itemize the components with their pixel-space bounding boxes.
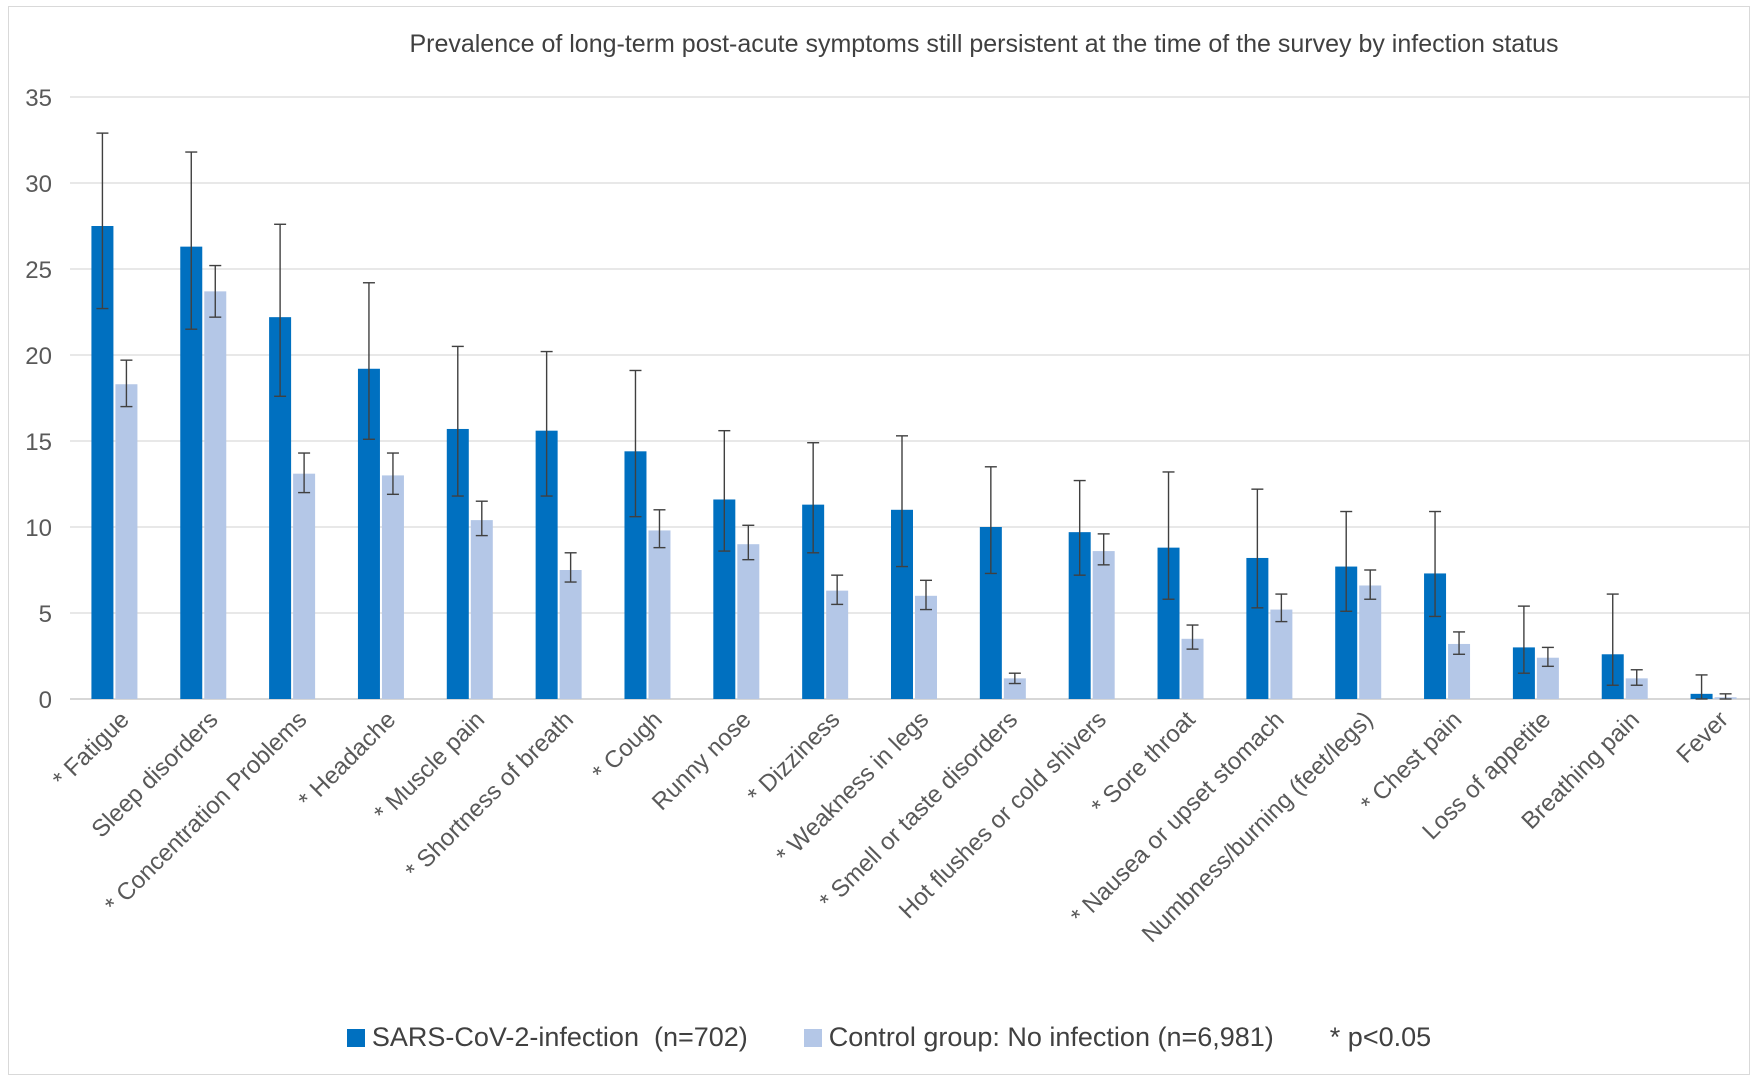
bar-control	[737, 544, 760, 699]
legend: SARS-CoV-2-infection (n=702) Control gro…	[0, 1022, 1758, 1053]
bar-control	[915, 595, 937, 699]
error-bar-sars	[274, 223, 287, 397]
error-bar-sars	[362, 282, 375, 440]
y-tick-label: 35	[25, 85, 52, 112]
error-bar-control	[653, 509, 666, 549]
error-bar-control	[120, 359, 133, 408]
legend-swatch-sars	[346, 1028, 365, 1047]
bar-sars	[624, 451, 647, 699]
bar-sars	[180, 246, 203, 699]
x-tick-label: * Shortness of breath	[400, 706, 579, 885]
bar-sars	[357, 368, 380, 699]
error-bars	[96, 132, 1732, 700]
error-bar-sars	[718, 429, 731, 552]
error-bar-control	[920, 579, 932, 611]
error-bar-sars	[807, 442, 820, 554]
y-tick-label: 10	[25, 515, 52, 542]
bar-sars	[713, 499, 736, 699]
bar-control	[559, 570, 582, 699]
error-bar-control	[564, 552, 577, 583]
y-tick-label: 30	[25, 171, 52, 198]
error-bar-sars	[1162, 471, 1175, 600]
error-bar-control	[1453, 631, 1466, 655]
legend-footnote-text: * p<0.05	[1329, 1022, 1432, 1052]
error-bar-sars	[1251, 488, 1264, 609]
legend-label-control: Control group: No infection (n=6,981)	[828, 1022, 1274, 1052]
bar-sars	[269, 317, 292, 699]
bar-control	[1270, 609, 1293, 699]
y-tick-label: 15	[25, 429, 52, 456]
error-bar-control	[1186, 624, 1199, 650]
bar-control	[1359, 585, 1382, 699]
error-bar-control	[831, 574, 844, 606]
error-bar-control	[298, 452, 311, 494]
bar-sars	[1246, 557, 1269, 699]
error-bar-sars	[1340, 510, 1353, 612]
error-bar-sars	[451, 345, 464, 497]
error-bar-control	[1364, 569, 1377, 600]
error-bar-sars	[540, 350, 553, 497]
bar-control	[1092, 551, 1115, 699]
y-tick-label: 0	[39, 687, 52, 714]
error-bar-sars	[1429, 510, 1442, 618]
error-bar-sars	[629, 369, 642, 518]
legend-swatch-control	[803, 1028, 822, 1047]
bar-control	[1448, 643, 1471, 699]
bar-sars	[1335, 566, 1358, 699]
bar-sars	[979, 527, 1002, 699]
bar-sars	[91, 226, 114, 699]
error-bar-sars	[984, 466, 997, 575]
error-bar-sars	[896, 435, 908, 568]
bar-control	[1536, 657, 1559, 699]
error-bar-sars	[96, 132, 109, 310]
y-tick-label: 5	[39, 601, 52, 628]
legend-footnote: * p<0.05	[1330, 1022, 1431, 1053]
error-bar-control	[1541, 646, 1554, 668]
bar-control	[1181, 638, 1204, 699]
bar-control	[115, 384, 138, 699]
bar-control	[826, 590, 849, 699]
error-bar-control	[209, 264, 222, 318]
bar-sars	[891, 509, 913, 699]
error-bar-control	[1275, 593, 1288, 623]
y-axis-ticks: 0 5 10 15 20 25 30 35	[25, 85, 52, 714]
error-bar-sars	[1517, 605, 1530, 674]
error-bar-sars	[1606, 593, 1619, 686]
bar-control	[204, 291, 227, 699]
y-tick-label: 20	[25, 343, 52, 370]
bar-sars	[1068, 532, 1091, 699]
legend-label-sars: SARS-CoV-2-infection (n=702)	[371, 1022, 748, 1052]
bar-control	[470, 520, 493, 699]
error-bar-sars	[185, 151, 198, 330]
legend-item-sars: SARS-CoV-2-infection (n=702)	[346, 1022, 748, 1053]
error-bar-control	[1097, 533, 1110, 566]
bar-sars	[1424, 573, 1447, 699]
x-tick-label: * Fatigue	[48, 706, 135, 793]
error-bar-control	[386, 452, 399, 496]
x-tick-label: * Weakness in legs	[771, 706, 934, 869]
x-tick-label: * Cough	[587, 706, 667, 786]
bar-control	[381, 475, 404, 699]
bar-control	[1625, 678, 1648, 699]
error-bar-sars	[1695, 674, 1708, 700]
chart-title: Prevalence of long-term post-acute sympt…	[409, 30, 1559, 58]
bars	[91, 226, 1737, 699]
bar-sars	[535, 430, 558, 699]
legend-item-control: Control group: No infection (n=6,981)	[803, 1022, 1274, 1053]
error-bar-control	[1008, 672, 1021, 685]
error-bar-sars	[1073, 479, 1086, 576]
bar-control	[293, 473, 316, 699]
bar-control	[648, 530, 671, 699]
error-bar-control	[1719, 693, 1732, 700]
error-bar-control	[1630, 669, 1643, 686]
x-tick-label: Fever	[1671, 706, 1733, 768]
error-bar-control	[742, 524, 755, 561]
y-tick-label: 25	[25, 257, 52, 284]
error-bar-control	[475, 500, 488, 537]
bar-sars	[1157, 547, 1180, 699]
